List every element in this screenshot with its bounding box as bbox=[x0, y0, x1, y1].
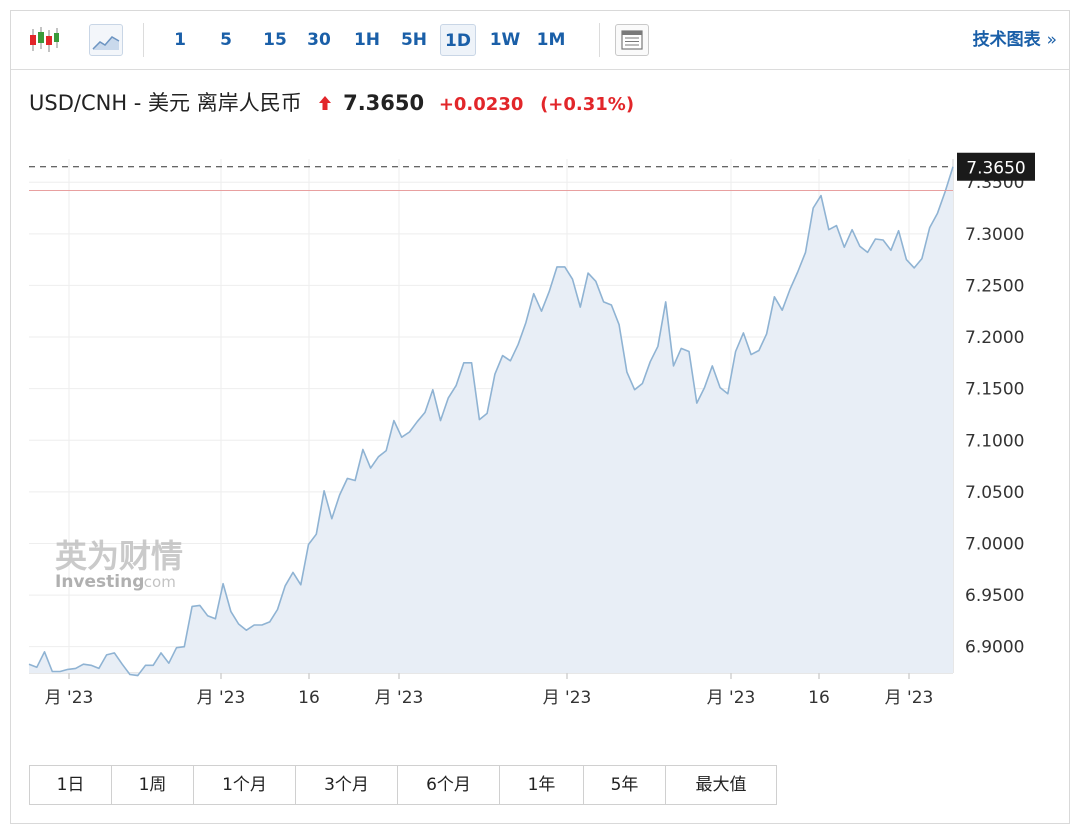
x-tick-label: 月 '23 bbox=[543, 688, 592, 708]
interval-button-30[interactable]: 30 bbox=[307, 30, 331, 50]
instrument-name: USD/CNH - 美元 离岸人民币 bbox=[29, 91, 302, 115]
price-area-fill bbox=[29, 166, 953, 676]
y-tick-label: 6.9500 bbox=[965, 586, 1024, 606]
y-tick-label: 7.2500 bbox=[965, 276, 1024, 296]
interval-button-15[interactable]: 15 bbox=[263, 30, 287, 50]
x-tick-label: 月 '23 bbox=[375, 688, 424, 708]
y-tick-label: 7.0500 bbox=[965, 483, 1024, 503]
range-button[interactable]: 1个月 bbox=[194, 766, 296, 804]
y-tick-label: 7.3000 bbox=[965, 225, 1024, 245]
interval-button-1m[interactable]: 1M bbox=[536, 30, 566, 50]
watermark-brand-domain: .com bbox=[139, 573, 176, 591]
range-button[interactable]: 5年 bbox=[584, 766, 666, 804]
toolbar-separator bbox=[599, 23, 600, 57]
x-tick-label: 月 '23 bbox=[707, 688, 756, 708]
y-tick-label: 7.1500 bbox=[965, 380, 1024, 400]
arrow-up-icon bbox=[318, 88, 332, 120]
y-tick-label: 7.1000 bbox=[965, 431, 1024, 451]
x-tick-label: 月 '23 bbox=[197, 688, 246, 708]
range-button[interactable]: 最大值 bbox=[695, 775, 747, 795]
watermark-brand-en: Investing bbox=[55, 572, 144, 592]
price-change-percent: (+0.31%) bbox=[540, 94, 635, 115]
current-price-tag bbox=[957, 152, 1035, 181]
range-button[interactable]: 6个月 bbox=[398, 766, 500, 804]
double-chevron-right-icon: » bbox=[1046, 30, 1057, 50]
technical-chart-label: 技术图表 bbox=[972, 30, 1041, 50]
range-button[interactable]: 1周 bbox=[112, 766, 194, 804]
interval-button-5h[interactable]: 5H bbox=[400, 30, 428, 50]
current-price-tag-label: 7.3650 bbox=[966, 159, 1025, 179]
chart-toolbar: 1 5 15 30 1H 5H 1D 1W 1M 技术图表» bbox=[11, 11, 1069, 70]
chart-widget: 1 5 15 30 1H 5H 1D 1W 1M 技术图表» USD/CNH - 美元 离岸人民… bbox=[10, 10, 1070, 824]
toolbar-separator bbox=[143, 23, 144, 57]
data-table-icon[interactable] bbox=[615, 24, 649, 56]
y-tick-label: 6.9000 bbox=[965, 638, 1024, 658]
price-line bbox=[28, 166, 954, 677]
price-change: +0.0230 bbox=[438, 94, 524, 115]
x-tick-label: 16 bbox=[298, 688, 320, 708]
time-range-selector: 1日 1周 1个月 3个月 6个月 1年 5年 最大值 bbox=[29, 765, 777, 805]
x-tick-label: 月 '23 bbox=[885, 688, 934, 708]
interval-button-1[interactable]: 1 bbox=[174, 30, 186, 50]
range-button[interactable]: 3个月 bbox=[296, 766, 398, 804]
quote-header: USD/CNH - 美元 离岸人民币 7.3650 +0.0230 (+0.31… bbox=[29, 87, 634, 119]
price-chart[interactable]: 6.9000 6.9500 7.0000 7.0500 7.1000 7.1500 7.20… bbox=[11, 11, 1069, 751]
y-tick-label: 7.2000 bbox=[965, 328, 1024, 348]
interval-button-1d[interactable]: 1D bbox=[440, 24, 476, 56]
interval-button-5[interactable]: 5 bbox=[220, 30, 232, 50]
range-button[interactable]: 1年 bbox=[500, 766, 584, 804]
area-chart-icon[interactable] bbox=[89, 24, 123, 56]
interval-button-1w[interactable]: 1W bbox=[489, 30, 521, 50]
watermark-brand-cn: 英为财情 bbox=[55, 537, 183, 575]
interval-button-1h[interactable]: 1H bbox=[353, 30, 381, 50]
candlestick-chart-icon[interactable] bbox=[27, 24, 61, 56]
y-tick-label: 7.0000 bbox=[965, 534, 1024, 554]
x-tick-label: 16 bbox=[808, 688, 830, 708]
last-price: 7.3650 bbox=[343, 91, 425, 115]
technical-chart-link[interactable]: 技术图表» bbox=[973, 24, 1057, 56]
range-button[interactable]: 1日 bbox=[30, 766, 112, 804]
x-tick-label: 月 '23 bbox=[45, 688, 94, 708]
